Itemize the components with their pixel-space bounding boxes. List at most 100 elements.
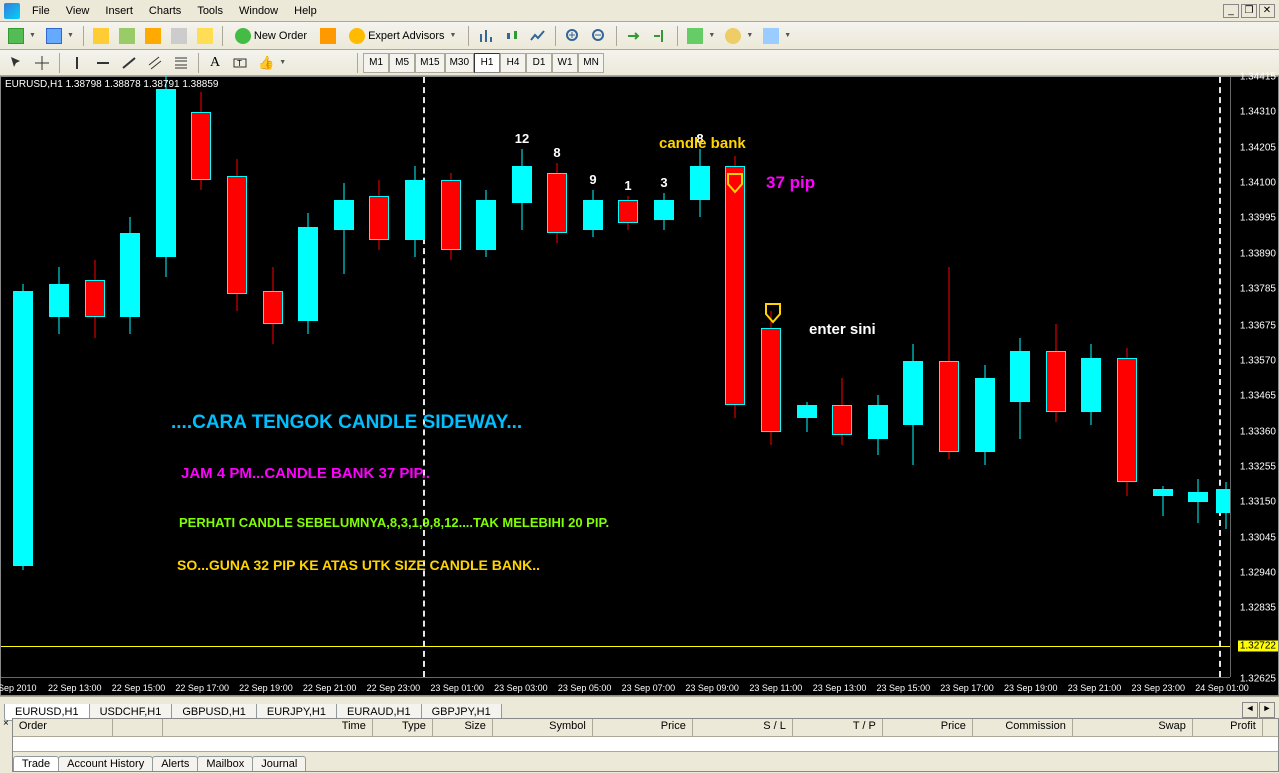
terminal-col[interactable]: Time [163,719,373,736]
chart-window: EURUSD,H1 1.38798 1.38878 1.38791 1.3885… [0,76,1279,696]
terminal-col[interactable]: Size [433,719,493,736]
terminal-tab-alerts[interactable]: Alerts [152,756,198,771]
price-axis: 1.344151.343101.342051.341001.339951.338… [1230,77,1278,677]
candle-label: 12 [515,131,529,146]
vline-button[interactable] [65,52,89,74]
arrow-marker [726,172,744,199]
bar-chart-button[interactable] [474,25,498,47]
terminal-panel: OrderTimeTypeSizeSymbolPriceS / LT / PPr… [12,718,1279,772]
candle-label: 8 [553,145,560,160]
hline-button[interactable] [91,52,115,74]
objects-button[interactable]: 👍 [254,52,290,74]
timeframe-H4[interactable]: H4 [500,53,526,73]
toolbar-line: A T 👍 M1M5M15M30H1H4D1W1MN [0,50,1279,76]
price-line[interactable] [1,646,1230,647]
terminal-close-button[interactable]: × [0,718,12,772]
zoom-in-button[interactable] [561,25,585,47]
terminal-tabs: TradeAccount HistoryAlertsMailboxJournal [13,751,1278,771]
menu-tools[interactable]: Tools [189,3,231,19]
indicators-button[interactable] [683,25,719,47]
market-watch-button[interactable] [89,25,113,47]
chart-area[interactable]: 12 8 9 1 3 8 [1,77,1230,677]
textlabel-button[interactable]: T [228,52,252,74]
timeframe-H1[interactable]: H1 [474,53,500,73]
terminal-col[interactable]: Commission [973,719,1073,736]
time-axis: 22 Sep 201022 Sep 13:0022 Sep 15:0022 Se… [1,677,1230,695]
chart-annotation: JAM 4 PM...CANDLE BANK 37 PIP.. [181,465,430,482]
terminal-body [13,737,1278,751]
tester-button[interactable] [167,25,191,47]
day-separator [423,77,425,677]
terminal-tab-journal[interactable]: Journal [252,756,306,771]
svg-text:T: T [237,59,242,68]
templates-button[interactable] [759,25,795,47]
channel-button[interactable] [143,52,167,74]
new-order-button[interactable]: New Order [228,25,314,47]
menu-insert[interactable]: Insert [97,3,141,19]
timeframe-M15[interactable]: M15 [415,53,444,73]
profiles-button[interactable] [42,25,78,47]
terminal-button[interactable] [141,25,165,47]
menu-window[interactable]: Window [231,3,286,19]
menu-file[interactable]: File [24,3,58,19]
menu-help[interactable]: Help [286,3,325,19]
crosshair-button[interactable] [30,52,54,74]
chart-annotation: enter sini [809,321,876,338]
chart-annotation: ....CARA TENGOK CANDLE SIDEWAY... [171,412,522,434]
candle-chart-button[interactable] [500,25,524,47]
candle-label: 3 [660,175,667,190]
terminal-col[interactable]: Type [373,719,433,736]
timeframe-M30[interactable]: M30 [445,53,474,73]
timeframe-M5[interactable]: M5 [389,53,415,73]
timeframe-D1[interactable]: D1 [526,53,552,73]
chart-tabs: EURUSD,H1USDCHF,H1GBPUSD,H1EURJPY,H1EURA… [0,696,1279,718]
chart-annotation: PERHATI CANDLE SEBELUMNYA,8,3,1,9,8,12..… [179,515,609,530]
favorites-button[interactable] [193,25,217,47]
new-chart-button[interactable] [4,25,40,47]
chart-annotation: candle bank [659,135,746,152]
cursor-button[interactable] [4,52,28,74]
terminal-tab-trade[interactable]: Trade [13,756,59,771]
arrow-marker [764,302,782,329]
terminal-col[interactable]: Price [883,719,973,736]
tab-scroll-right[interactable]: ► [1259,702,1275,718]
zoom-out-button[interactable] [587,25,611,47]
timeframe-MN[interactable]: MN [578,53,604,73]
menu-charts[interactable]: Charts [141,3,189,19]
terminal-col[interactable]: Profit [1193,719,1263,736]
text-button[interactable]: A [204,52,226,74]
terminal-tab-mailbox[interactable]: Mailbox [197,756,253,771]
periodicity-button[interactable] [721,25,757,47]
close-button[interactable]: ✕ [1259,4,1275,18]
menu-view[interactable]: View [58,3,98,19]
terminal-col[interactable]: T / P [793,719,883,736]
terminal-col[interactable]: Price [593,719,693,736]
autoscroll-button[interactable] [622,25,646,47]
timeframe-W1[interactable]: W1 [552,53,578,73]
terminal-col[interactable]: Symbol [493,719,593,736]
terminal-tab-account history[interactable]: Account History [58,756,153,771]
terminal-col[interactable]: Swap [1073,719,1193,736]
timeframe-M1[interactable]: M1 [363,53,389,73]
restore-button[interactable]: ❐ [1241,4,1257,18]
minimize-button[interactable]: _ [1223,4,1239,18]
meta-button[interactable] [316,25,340,47]
candle-label: 1 [624,178,631,193]
day-separator [1219,77,1221,677]
fib-button[interactable] [169,52,193,74]
line-chart-button[interactable] [526,25,550,47]
navigator-button[interactable] [115,25,139,47]
chart-title: EURUSD,H1 1.38798 1.38878 1.38791 1.3885… [5,79,219,90]
chartshift-button[interactable] [648,25,672,47]
expert-advisors-button[interactable]: Expert Advisors [342,25,463,47]
terminal-col[interactable]: Order [13,719,113,736]
terminal-col[interactable]: S / L [693,719,793,736]
app-icon [4,3,20,19]
terminal-header: OrderTimeTypeSizeSymbolPriceS / LT / PPr… [13,719,1278,737]
trendline-button[interactable] [117,52,141,74]
terminal-col[interactable] [113,719,163,736]
chart-annotation: 37 pip [766,173,815,193]
tab-scroll-left[interactable]: ◄ [1242,702,1258,718]
toolbar-standard: New Order Expert Advisors [0,22,1279,50]
chart-annotation: SO...GUNA 32 PIP KE ATAS UTK SIZE CANDLE… [177,557,540,573]
